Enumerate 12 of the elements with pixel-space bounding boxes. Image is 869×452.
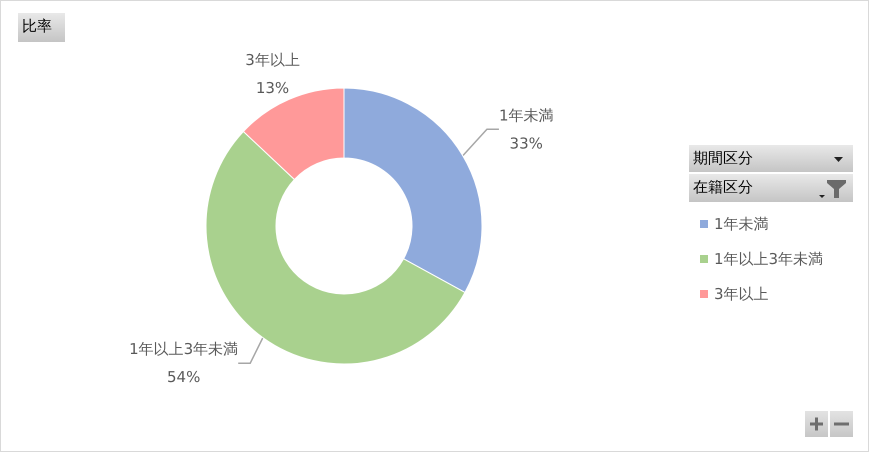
slice-label: 3年以上 [245,51,300,70]
legend-label: 3年以上 [714,285,769,303]
slice-label: 1年未満 [498,106,554,124]
slice-label: 1年以上3年未満 [129,340,238,358]
data-label: 13% [256,79,290,98]
chart-title: 比率 [22,17,52,35]
legend-label: 1年以上3年未満 [714,250,824,268]
legend-label: 1年未満 [714,215,769,233]
legend-title: 在籍区分 [693,178,753,196]
data-label: 33% [510,134,543,152]
text: 期間区分 [693,149,753,167]
data-label: 54% [166,368,200,386]
